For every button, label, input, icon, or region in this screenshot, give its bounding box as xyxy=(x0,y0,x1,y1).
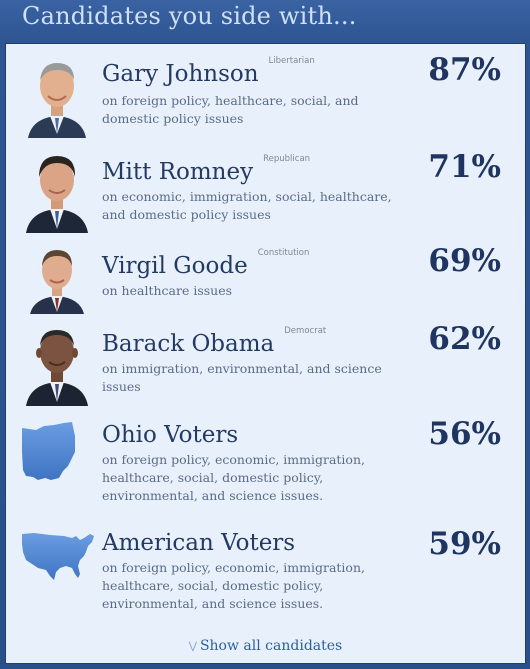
candidate-description: on economic, immigration, social, health… xyxy=(102,189,392,222)
candidate-name: Gary Johnson xyxy=(102,61,259,87)
candidate-photo xyxy=(24,320,90,406)
match-percent: 59% xyxy=(428,526,501,562)
candidate-name: Barack Obama xyxy=(102,331,275,357)
widget-title: Candidates you side with... xyxy=(22,2,357,30)
candidates-panel: Gary Johnson Libertarian on foreign polic… xyxy=(5,43,526,664)
candidate-photo xyxy=(24,147,90,233)
candidate-row[interactable]: Mitt Romney Republican on economic, immig… xyxy=(6,144,525,236)
show-all-candidates-link[interactable]: ⋁ Show all candidates xyxy=(6,638,525,654)
match-percent: 62% xyxy=(428,321,501,357)
candidate-name: Mitt Romney xyxy=(102,159,254,185)
candidate-row[interactable]: Ohio Voters on foreign policy, economic,… xyxy=(6,414,525,514)
candidate-photo xyxy=(24,242,90,314)
candidate-party: Constitution xyxy=(257,248,310,258)
candidate-row[interactable]: Gary Johnson Libertarian on foreign polic… xyxy=(6,44,525,140)
match-percent: 71% xyxy=(428,149,501,185)
candidate-photo xyxy=(24,52,90,138)
candidate-description: on healthcare issues xyxy=(102,283,233,298)
candidate-row[interactable]: Virgil Goode Constitution on healthcare i… xyxy=(6,240,525,316)
candidate-description: on foreign policy, economic, immigration… xyxy=(102,560,365,611)
candidate-row[interactable]: American Voters on foreign policy, econo… xyxy=(6,522,525,622)
usa-map-icon xyxy=(20,530,96,586)
candidate-party: Democrat xyxy=(284,326,327,336)
candidate-name: American Voters xyxy=(102,530,296,556)
chevron-down-icon: ⋁ xyxy=(188,641,197,652)
ohio-map-icon xyxy=(20,422,78,486)
candidate-name: Ohio Voters xyxy=(102,422,239,448)
candidate-party: Republican xyxy=(263,154,311,164)
show-all-label: Show all candidates xyxy=(199,638,343,654)
match-percent: 69% xyxy=(428,243,501,279)
candidate-description: on foreign policy, healthcare, social, a… xyxy=(102,93,359,126)
candidate-description: on immigration, environmental, and scien… xyxy=(102,361,382,394)
candidate-row[interactable]: Barack Obama Democrat on immigration, env… xyxy=(6,318,525,410)
match-percent: 56% xyxy=(428,416,501,452)
candidate-name: Virgil Goode xyxy=(102,253,248,279)
candidate-description: on foreign policy, economic, immigration… xyxy=(102,452,365,503)
match-percent: 87% xyxy=(428,52,501,88)
candidate-party: Libertarian xyxy=(268,56,315,66)
